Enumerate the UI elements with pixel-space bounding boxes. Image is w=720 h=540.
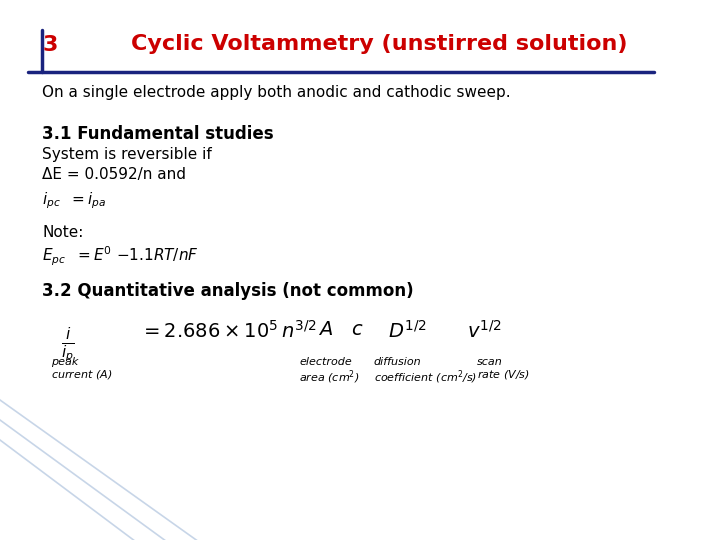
Text: $rate$ (V/s): $rate$ (V/s) — [477, 368, 529, 381]
Text: scan: scan — [477, 357, 503, 367]
Text: $\frac{i}{i_p}$: $\frac{i}{i_p}$ — [60, 325, 74, 364]
Text: $coefficient$ (cm$^2$/s): $coefficient$ (cm$^2$/s) — [374, 368, 477, 386]
Text: $c$: $c$ — [351, 320, 363, 339]
Text: $current$ (A): $current$ (A) — [51, 368, 112, 381]
Text: 3.1 Fundamental studies: 3.1 Fundamental studies — [42, 125, 274, 143]
Text: 3.2 Quantitative analysis (not common): 3.2 Quantitative analysis (not common) — [42, 282, 414, 300]
Text: $A$: $A$ — [318, 320, 333, 339]
Text: $i_{pc}$  $= i_{pa}$: $i_{pc}$ $= i_{pa}$ — [42, 190, 107, 211]
Text: $v^{1/2}$: $v^{1/2}$ — [467, 320, 502, 342]
Text: $D^{1/2}$: $D^{1/2}$ — [388, 320, 426, 342]
Text: $E_{pc}$  $= E^0$ $-1.1RT/nF$: $E_{pc}$ $= E^0$ $-1.1RT/nF$ — [42, 245, 199, 268]
Text: On a single electrode apply both anodic and cathodic sweep.: On a single electrode apply both anodic … — [42, 85, 510, 100]
Text: ΔE = 0.0592/n and: ΔE = 0.0592/n and — [42, 167, 186, 182]
Text: $= 2.686 \times 10^5\, n^{3/2}$: $= 2.686 \times 10^5\, n^{3/2}$ — [140, 320, 317, 342]
Text: electrode: electrode — [299, 357, 352, 367]
Text: Note:: Note: — [42, 225, 84, 240]
Text: $area$ (cm$^2$): $area$ (cm$^2$) — [299, 368, 359, 386]
Text: Cyclic Voltammetry (unstirred solution): Cyclic Voltammetry (unstirred solution) — [131, 34, 627, 54]
Text: peak: peak — [51, 357, 78, 367]
Text: 3: 3 — [42, 35, 58, 55]
Text: System is reversible if: System is reversible if — [42, 147, 212, 162]
Text: diffusion: diffusion — [374, 357, 421, 367]
